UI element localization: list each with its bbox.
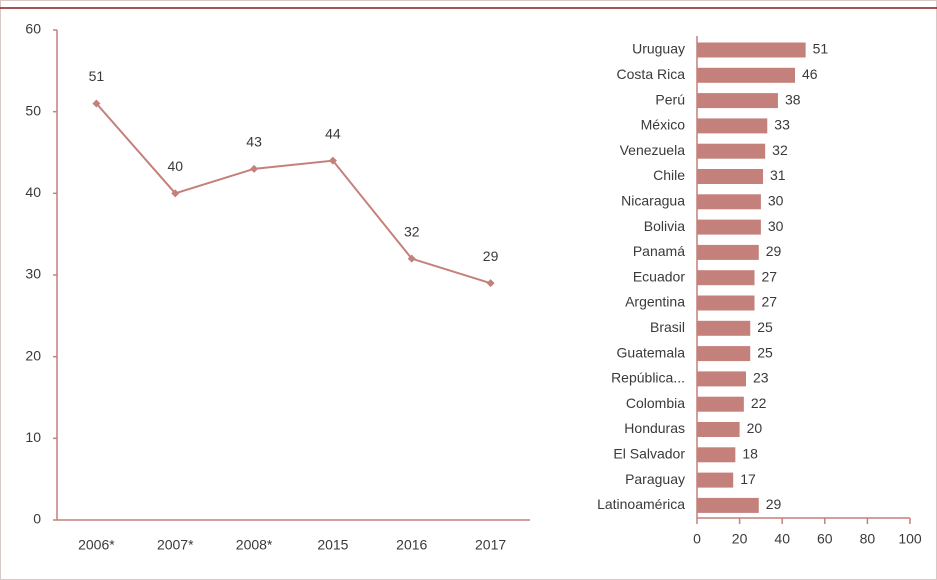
point [486, 279, 495, 288]
data-label: 20 [747, 420, 763, 436]
bar [697, 93, 778, 109]
data-label: 30 [768, 193, 784, 209]
data-label: 38 [785, 91, 801, 107]
y-tick-label: Venezuela [620, 142, 686, 158]
bar [697, 371, 746, 387]
data-label: 29 [766, 496, 782, 512]
y-tick-label: El Salvador [613, 446, 685, 462]
y-tick-label: México [641, 117, 686, 133]
y-tick-label: 50 [25, 102, 41, 118]
x-tick-label: 2006* [78, 537, 115, 553]
bar [697, 169, 764, 184]
bar [697, 295, 755, 311]
bar [697, 346, 751, 362]
y-tick-label: Argentina [625, 294, 685, 310]
point [407, 254, 416, 263]
y-tick-label: Paraguay [625, 471, 685, 487]
y-tick-label: República... [611, 370, 685, 386]
y-tick-label: 0 [33, 511, 41, 527]
y-tick-label: Ecuador [633, 268, 685, 284]
y-tick-label: 10 [25, 429, 41, 445]
y-tick-label: Nicaragua [621, 193, 685, 209]
y-tick-label: Bolivia [644, 218, 685, 234]
data-label: 30 [768, 218, 784, 234]
point [328, 156, 337, 165]
x-tick-label: 2016 [396, 537, 427, 553]
data-label: 51 [813, 41, 829, 57]
data-label: 17 [740, 471, 756, 487]
data-label: 44 [325, 125, 341, 141]
bar [697, 143, 766, 159]
data-label: 29 [766, 243, 782, 259]
bar [697, 67, 795, 83]
x-tick-label: 80 [860, 531, 876, 547]
point [171, 189, 180, 198]
x-tick-label: 2007* [157, 537, 194, 553]
y-tick-label: 60 [25, 21, 41, 37]
y-tick-label: 20 [25, 347, 41, 363]
data-label: 25 [757, 319, 773, 335]
y-tick-label: Brasil [650, 319, 685, 335]
y-tick-label: Chile [653, 167, 685, 183]
x-tick-label: 20 [732, 531, 748, 547]
data-label: 40 [167, 158, 183, 174]
x-tick-label: 0 [693, 531, 701, 547]
y-tick-label: 40 [25, 184, 41, 200]
y-tick-label: 30 [25, 266, 41, 282]
y-tick-label: Latinoamérica [597, 496, 685, 512]
bar [697, 194, 761, 210]
data-label: 43 [246, 134, 262, 150]
data-label: 32 [772, 142, 788, 158]
line [95, 102, 491, 285]
bar [697, 396, 744, 412]
x-tick-label: 2017 [475, 537, 506, 553]
point [250, 164, 259, 173]
x-tick-label: 2008* [236, 537, 273, 553]
data-label: 46 [802, 66, 818, 82]
point [92, 99, 101, 108]
data-label: 22 [751, 395, 767, 411]
data-label: 32 [404, 223, 420, 239]
y-tick-label: Honduras [624, 420, 685, 436]
x-tick-label: 2015 [317, 537, 348, 553]
bar [697, 219, 761, 235]
bar [697, 472, 734, 488]
data-label: 31 [770, 167, 786, 183]
data-label: 27 [762, 268, 778, 284]
data-label: 18 [742, 446, 758, 462]
data-label: 27 [762, 294, 778, 310]
data-label: 23 [753, 370, 769, 386]
data-label: 25 [757, 344, 773, 360]
x-tick-label: 100 [898, 531, 922, 547]
bar [697, 42, 806, 58]
x-tick-label: 40 [774, 531, 790, 547]
y-tick-label: Colombia [626, 395, 685, 411]
data-label: 29 [483, 248, 499, 264]
data-label: 33 [774, 117, 790, 133]
x-tick-label: 60 [817, 531, 833, 547]
data-label: 51 [89, 68, 105, 84]
bar [697, 320, 751, 336]
y-tick-label: Perú [655, 91, 685, 107]
y-tick-label: Panamá [633, 243, 685, 259]
bar [697, 497, 759, 513]
bar [697, 118, 768, 134]
bar [697, 422, 740, 437]
y-tick-label: Uruguay [632, 41, 685, 57]
bar [697, 447, 736, 463]
bar [697, 244, 759, 260]
bar [697, 270, 755, 286]
y-tick-label: Costa Rica [617, 66, 686, 82]
y-tick-label: Guatemala [617, 344, 686, 360]
